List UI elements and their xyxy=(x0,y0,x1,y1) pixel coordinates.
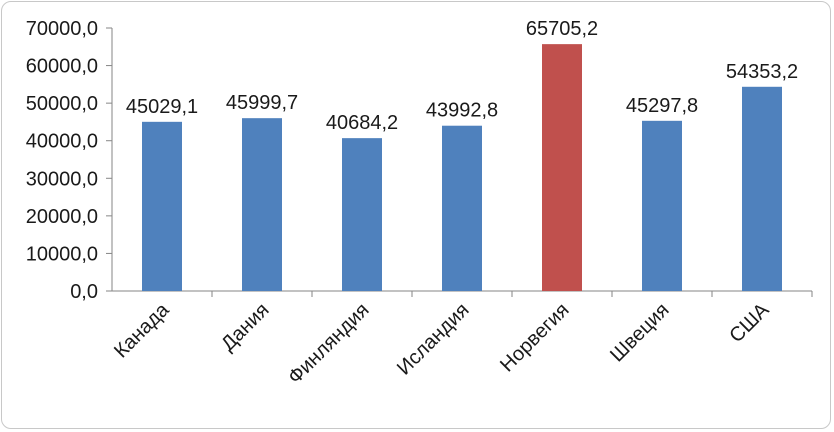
x-axis-category-label: Исландия xyxy=(393,299,474,380)
data-label: 54353,2 xyxy=(726,61,798,83)
bars xyxy=(142,44,782,292)
data-label: 45297,8 xyxy=(626,95,698,117)
y-axis-tick-label: 60000,0 xyxy=(26,56,98,78)
y-axis-tick-label: 50000,0 xyxy=(26,93,98,115)
y-axis-tick-label: 30000,0 xyxy=(26,168,98,190)
bar-4 xyxy=(442,125,482,291)
data-label: 45029,1 xyxy=(126,96,198,118)
y-axis-tick-label: 10000,0 xyxy=(26,243,98,265)
x-axis-category-label: Норвегия xyxy=(496,299,573,376)
bar-3 xyxy=(342,138,382,291)
x-axis-category-label: США xyxy=(725,299,774,348)
data-labels: 45029,1 45999,7 40684,2 43992,8 65705,2 45297… xyxy=(126,18,798,134)
x-axis-category-label: Швеция xyxy=(606,299,673,366)
x-axis-category-labels: Канада Дания Финляндия Исландия Норвегия Швец… xyxy=(110,298,774,388)
y-axis-tick-label: 0,0 xyxy=(70,281,98,303)
data-label: 40684,2 xyxy=(326,112,398,134)
x-axis-category-label: Канада xyxy=(110,298,174,362)
bar-5 xyxy=(542,44,582,292)
bar-2 xyxy=(242,118,282,292)
data-label: 45999,7 xyxy=(226,92,298,114)
x-axis-category-label: Дания xyxy=(217,299,273,355)
y-axis-tick-labels: 0,0 10000,0 20000,0 30000,0 40000,0 50000,0 60… xyxy=(26,18,813,303)
y-axis-tick-label: 40000,0 xyxy=(26,131,98,153)
x-axis-category-label: Финляндия xyxy=(284,299,374,389)
bar-1 xyxy=(142,121,182,291)
bar-6 xyxy=(642,120,682,291)
data-label: 43992,8 xyxy=(426,100,498,122)
y-axis-tick-label: 70000,0 xyxy=(26,18,98,40)
y-axis-tick-label: 20000,0 xyxy=(26,206,98,228)
data-label: 65705,2 xyxy=(526,18,598,40)
bar-7 xyxy=(742,86,782,291)
